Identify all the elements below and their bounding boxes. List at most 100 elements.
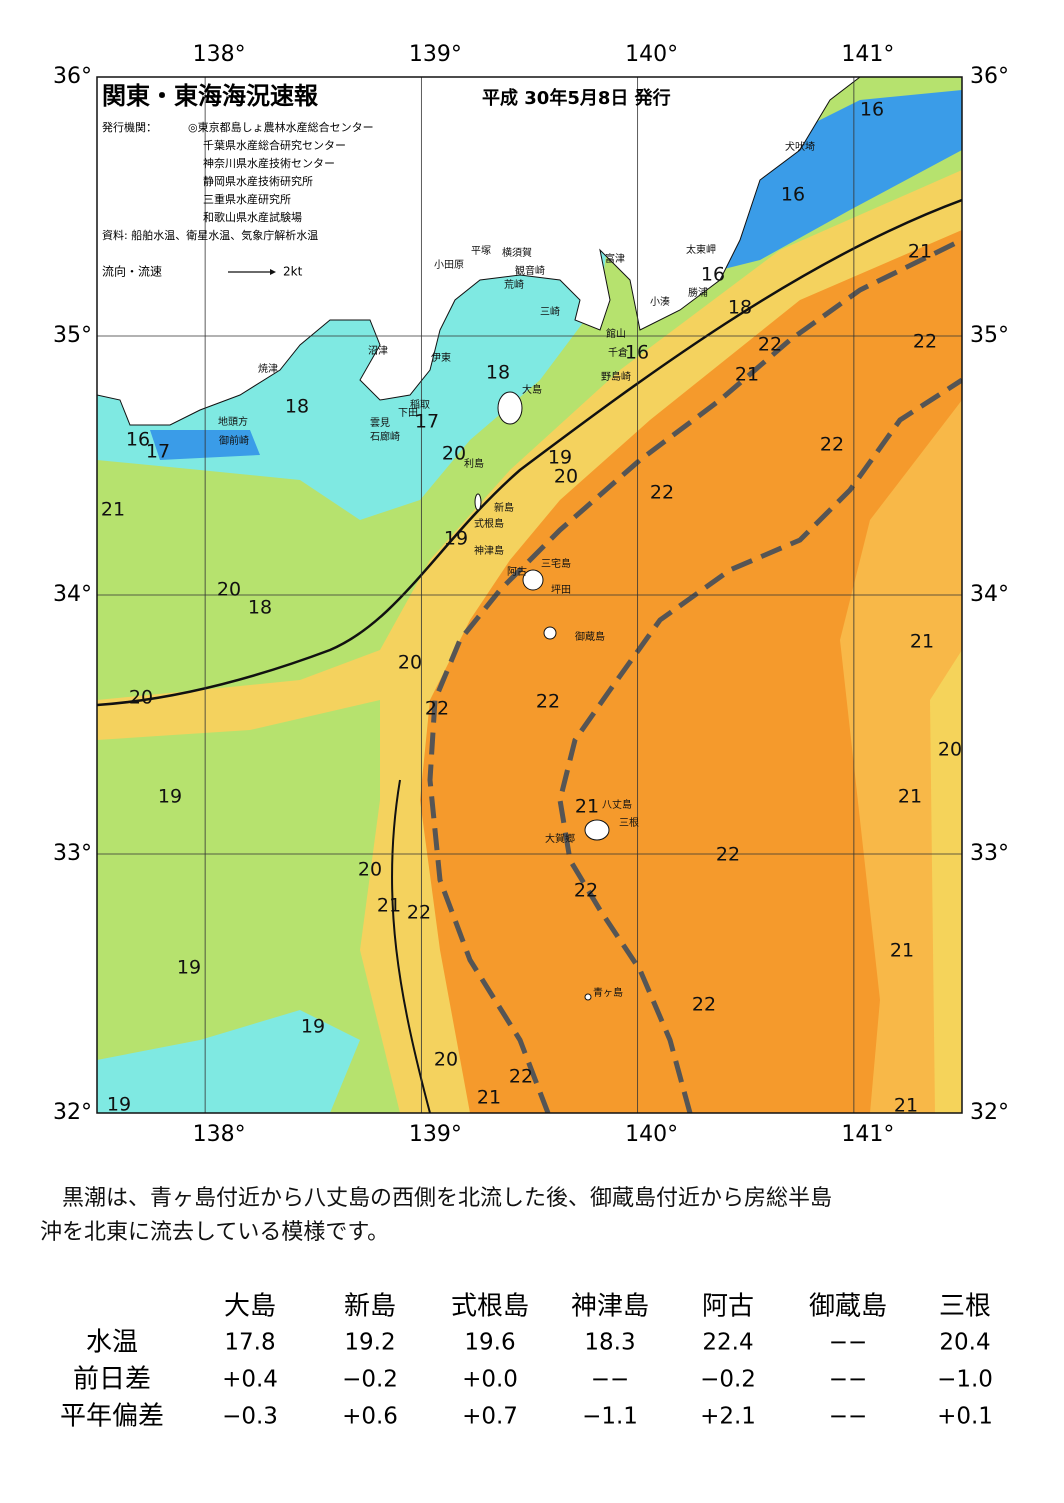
place-name: 観音崎 — [515, 264, 545, 277]
isotherm-label: 17 — [415, 411, 439, 433]
lat-tick-label: 36° — [970, 64, 1009, 89]
cell: −1.1 — [582, 1404, 638, 1430]
isotherm-label: 20 — [398, 652, 422, 674]
summary-line: 黒潮は、青ヶ島付近から八丈島の西側を北流した後、御蔵島付近から房総半島 — [62, 1186, 833, 1211]
isotherm-label: 20 — [554, 466, 578, 488]
isotherm-label: 19 — [107, 1094, 131, 1116]
place-name: 神津島 — [474, 544, 504, 557]
cell: 17.8 — [224, 1330, 275, 1356]
issuer-label: 発行機関： — [102, 120, 157, 134]
isotherm-label: 19 — [548, 447, 572, 469]
place-name: 勝浦 — [688, 286, 708, 299]
place-name: 伊東 — [431, 351, 451, 364]
isotherm-label: 21 — [890, 940, 914, 962]
isotherm-label: 20 — [938, 739, 962, 761]
place-name: 千倉 — [608, 346, 628, 359]
cell: −− — [829, 1404, 868, 1430]
place-name: 焼津 — [258, 363, 278, 375]
lat-tick-label: 35° — [970, 323, 1009, 348]
place-name: 坪田 — [551, 583, 571, 596]
lat-tick-label: 32° — [970, 1100, 1009, 1125]
isotherm-label: 22 — [716, 844, 740, 866]
isotherm-label: 22 — [758, 334, 782, 356]
isotherm-label: 18 — [285, 396, 309, 418]
column-header: 御蔵島 — [809, 1292, 887, 1322]
lat-tick-label: 33° — [53, 841, 92, 866]
isotherm-label: 18 — [486, 362, 510, 384]
cell: 22.4 — [702, 1330, 753, 1356]
summary: 黒潮は、青ヶ島付近から八丈島の西側を北流した後、御蔵島付近から房総半島 沖を北東… — [40, 1182, 1030, 1250]
lon-tick-label: 141° — [841, 42, 894, 67]
row-label: 平年偏差 — [60, 1402, 164, 1432]
cell: +0.4 — [222, 1367, 278, 1393]
place-name: 大賀郷 — [545, 832, 575, 845]
lon-tick-label: 140° — [625, 42, 678, 67]
isotherm-label: 20 — [217, 579, 241, 601]
cell: +0.7 — [462, 1404, 518, 1430]
isotherm-label: 19 — [177, 957, 201, 979]
issue-date: 平成 30年5月8日 発行 — [482, 87, 671, 109]
place-name: 大島 — [522, 383, 542, 396]
isotherm-label: 21 — [377, 895, 401, 917]
isotherm-label: 20 — [442, 443, 466, 465]
place-name: 荒崎 — [504, 278, 524, 291]
summary-line: 沖を北東に流去している模様です。 — [40, 1220, 390, 1245]
place-name: 阿古 — [507, 565, 527, 578]
cell: −0.3 — [222, 1404, 278, 1430]
place-name: 野島崎 — [601, 370, 631, 383]
legend-arrowhead — [270, 269, 276, 275]
place-name: 横須賀 — [502, 246, 532, 259]
data-source: 資料: 船舶水温、衛星水温、気象庁解析水温 — [102, 228, 318, 242]
lat-tick-label: 34° — [53, 582, 92, 607]
place-name: 小田原 — [434, 259, 464, 271]
isotherm-label: 21 — [101, 499, 125, 521]
cell: −− — [829, 1367, 868, 1393]
isotherm-label: 21 — [735, 364, 759, 386]
isotherm-label: 21 — [898, 786, 922, 808]
legend-speed: 2kt — [283, 265, 303, 279]
isotherm-label: 18 — [728, 297, 752, 319]
place-name: 御蔵島 — [575, 630, 605, 643]
isotherm-label: 22 — [407, 902, 431, 924]
place-name: 三崎 — [540, 305, 560, 318]
lat-tick-label: 34° — [970, 582, 1009, 607]
isotherm-label: 18 — [248, 597, 272, 619]
isotherm-label: 19 — [158, 786, 182, 808]
issuer: 三重県水産研究所 — [203, 192, 291, 206]
column-header: 阿古 — [702, 1292, 754, 1322]
cell: 18.3 — [584, 1330, 635, 1356]
map-frame — [96, 76, 963, 1114]
cell: +2.1 — [700, 1404, 756, 1430]
isotherm-label: 21 — [908, 241, 932, 263]
issuer: 和歌山県水産試験場 — [203, 210, 302, 224]
place-name: 青ヶ島 — [593, 986, 623, 999]
column-header: 新島 — [344, 1292, 396, 1322]
isotherm-label: 16 — [860, 99, 884, 121]
place-name: 館山 — [606, 327, 626, 340]
isotherm-label: 22 — [574, 880, 598, 902]
place-name: 地頭方 — [218, 415, 248, 428]
isotherm-label: 22 — [425, 698, 449, 720]
place-name: 三宅島 — [541, 557, 571, 570]
isotherm-label: 19 — [301, 1016, 325, 1038]
isotherm-label: 22 — [650, 482, 674, 504]
issuer: ◎東京都島しょ農林水産総合センター — [188, 120, 374, 134]
place-name: 雲見 — [370, 417, 390, 429]
place-name: 新島 — [494, 501, 514, 514]
issuer: 千葉県水産総合研究センター — [203, 138, 346, 152]
map-title: 関東・東海海況速報 — [102, 82, 319, 110]
place-name: 八丈島 — [602, 798, 632, 811]
isotherm-label: 22 — [509, 1066, 533, 1088]
isotherm-label: 17 — [146, 441, 170, 463]
lon-tick-label: 141° — [841, 1122, 894, 1147]
place-name: 太東岬 — [686, 243, 716, 256]
cell: +0.1 — [937, 1404, 993, 1430]
place-name: 小湊 — [650, 295, 670, 308]
place-name: 式根島 — [474, 517, 504, 530]
cell: −0.2 — [342, 1367, 398, 1393]
place-name: 石廊崎 — [370, 430, 400, 443]
isotherm-label: 22 — [913, 331, 937, 353]
isotherm-label: 16 — [781, 184, 805, 206]
cell: +0.6 — [342, 1404, 398, 1430]
isotherm-label: 20 — [129, 687, 153, 709]
